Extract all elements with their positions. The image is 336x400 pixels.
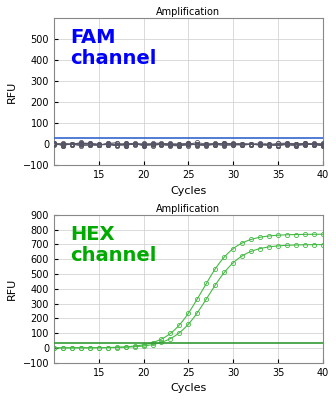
X-axis label: Cycles: Cycles bbox=[170, 383, 207, 393]
Title: Amplification: Amplification bbox=[156, 204, 220, 214]
X-axis label: Cycles: Cycles bbox=[170, 186, 207, 196]
Title: Amplification: Amplification bbox=[156, 7, 220, 17]
Text: HEX
channel: HEX channel bbox=[70, 225, 156, 265]
Y-axis label: RFU: RFU bbox=[7, 278, 17, 300]
Y-axis label: RFU: RFU bbox=[7, 80, 17, 103]
Text: FAM
channel: FAM channel bbox=[70, 28, 156, 68]
